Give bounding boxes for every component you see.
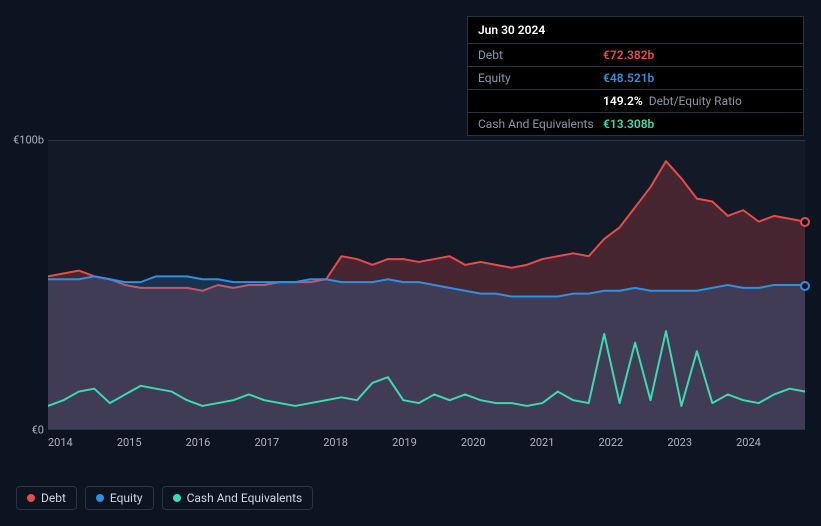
tooltip-row-label: Debt xyxy=(478,48,603,62)
x-axis-label: 2016 xyxy=(186,436,255,449)
legend-item-label: Equity xyxy=(110,491,143,505)
tooltip-date: Jun 30 2024 xyxy=(468,17,803,44)
tooltip-row: 149.2%Debt/Equity Ratio xyxy=(468,90,803,113)
legend-item-label: Debt xyxy=(41,491,66,505)
legend-item-equity[interactable]: Equity xyxy=(85,486,154,510)
x-axis-label: 2023 xyxy=(667,436,736,449)
x-axis-label: 2019 xyxy=(392,436,461,449)
legend-item-label: Cash And Equivalents xyxy=(187,491,303,505)
tooltip-row: Cash And Equivalents€13.308b xyxy=(468,113,803,135)
chart-legend: Debt Equity Cash And Equivalents xyxy=(16,486,313,510)
tooltip-row-label: Equity xyxy=(478,71,603,85)
x-axis-label: 2017 xyxy=(254,436,323,449)
x-axis-label: 2014 xyxy=(48,436,117,449)
tooltip-row: Equity€48.521b xyxy=(468,67,803,90)
x-axis-label: 2024 xyxy=(736,436,805,449)
legend-dot-icon xyxy=(173,494,181,502)
legend-item-debt[interactable]: Debt xyxy=(16,486,77,510)
tooltip-row-label xyxy=(478,94,603,108)
x-axis-label: 2015 xyxy=(117,436,186,449)
chart-area-equity xyxy=(48,276,805,429)
tooltip-row-value: €72.382b xyxy=(603,48,654,62)
legend-dot-icon xyxy=(27,494,35,502)
end-marker-equity xyxy=(800,281,810,291)
end-marker-debt xyxy=(800,217,810,227)
x-axis-label: 2022 xyxy=(599,436,668,449)
tooltip-row: Debt€72.382b xyxy=(468,44,803,67)
legend-item-cash-and-equivalents[interactable]: Cash And Equivalents xyxy=(162,486,314,510)
tooltip-row-label: Cash And Equivalents xyxy=(478,117,603,131)
debt-equity-chart: €100b €0 20142015201620172018201920202021… xyxy=(16,120,805,460)
legend-dot-icon xyxy=(96,494,104,502)
tooltip-row-value: €13.308b xyxy=(603,117,654,131)
x-axis-label: 2021 xyxy=(530,436,599,449)
x-axis-label: 2018 xyxy=(323,436,392,449)
tooltip-row-extra: Debt/Equity Ratio xyxy=(649,94,742,108)
y-axis-label: €0 xyxy=(32,424,44,437)
x-axis-label: 2020 xyxy=(461,436,530,449)
tooltip-row-value: 149.2%Debt/Equity Ratio xyxy=(603,94,742,108)
chart-plot-area[interactable] xyxy=(48,140,805,430)
chart-tooltip: Jun 30 2024 Debt€72.382bEquity€48.521b14… xyxy=(467,16,804,136)
chart-x-axis: 2014201520162017201820192020202120222023… xyxy=(48,436,805,449)
tooltip-row-value: €48.521b xyxy=(603,71,654,85)
y-axis-label: €100b xyxy=(13,134,44,147)
